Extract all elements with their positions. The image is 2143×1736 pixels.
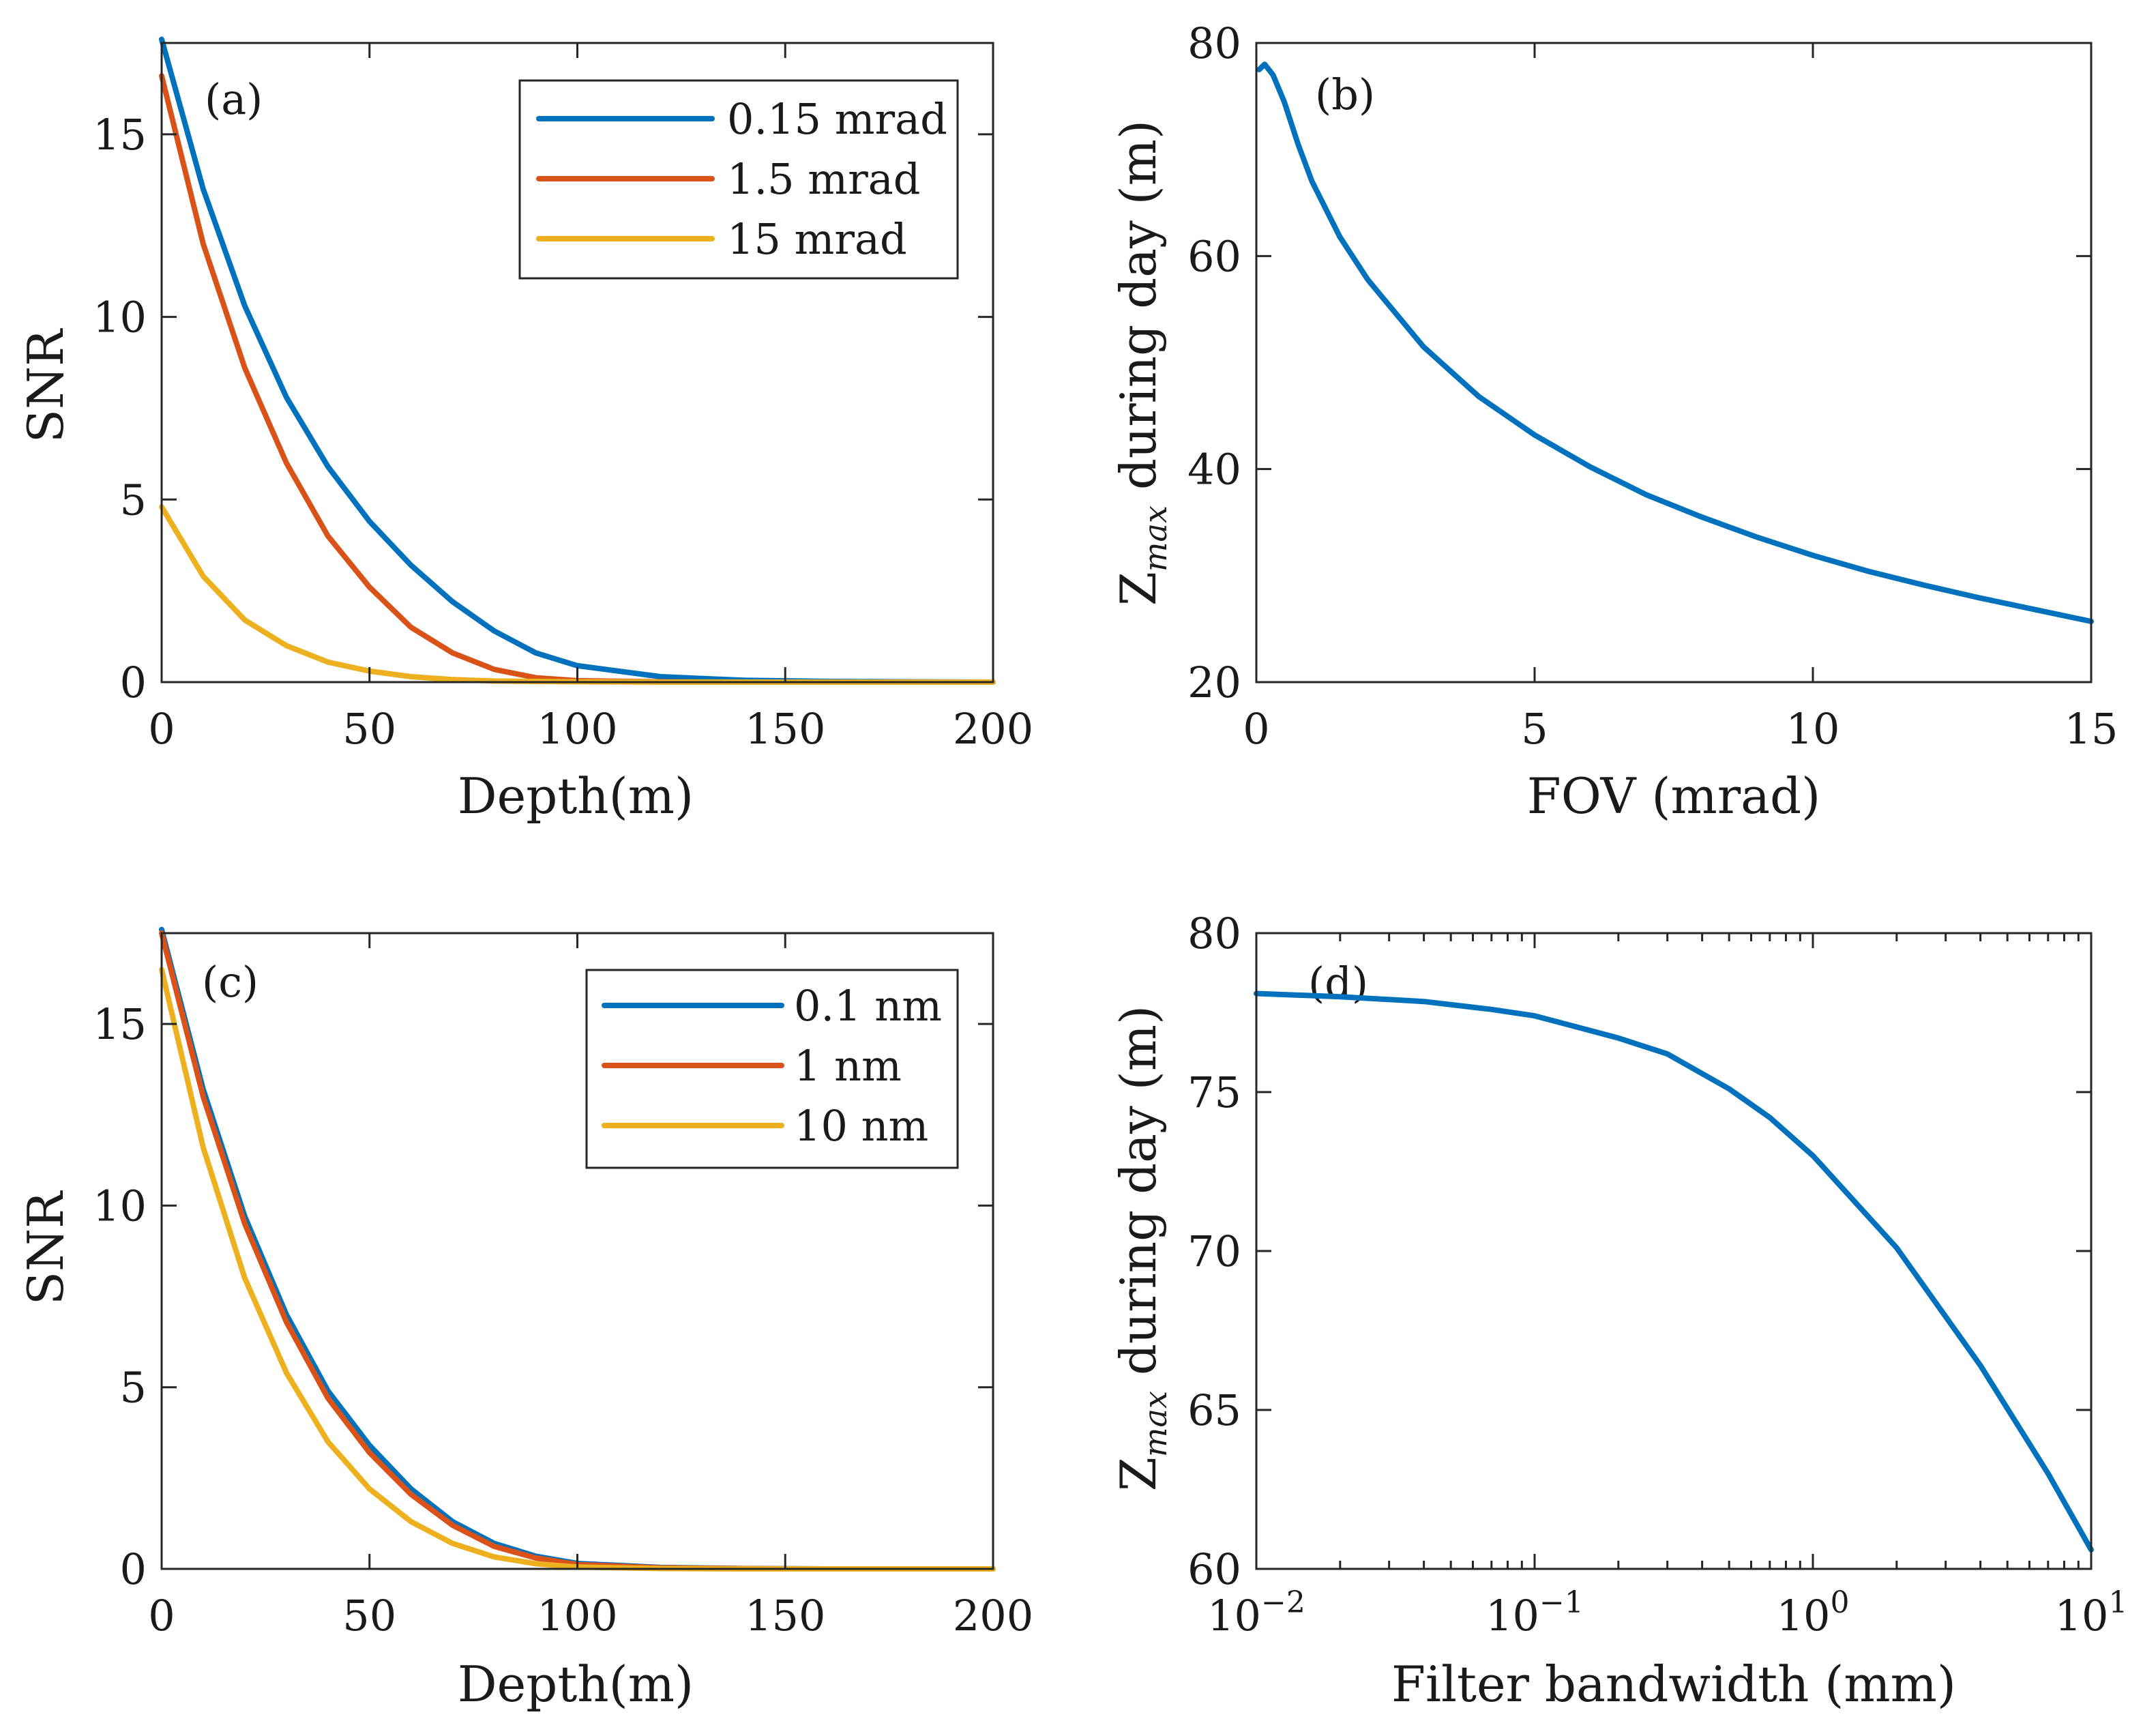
panel-d-ytick-label: 75 (1187, 1068, 1241, 1117)
panel-d-xtick-label: 10−1 (1486, 1585, 1584, 1641)
panel-a-xtick-label: 150 (745, 704, 825, 754)
panel-a-xtick-label: 100 (537, 704, 617, 754)
panel-d-ylabel: Zmax during day (m) (1110, 1005, 1174, 1491)
panel-b-xtick-label: 15 (2065, 704, 2118, 754)
panel-d-xlabel: Filter bandwidth (mm) (1391, 1656, 1956, 1713)
panel-d-xtick-label: 100 (1777, 1585, 1850, 1641)
legend-label-15mrad-wide: 15 mrad (727, 214, 907, 264)
legend-label-01-nm: 0.1 nm (794, 981, 942, 1031)
panel-c-ytick-label: 0 (120, 1544, 147, 1594)
panel-a-xtick-label: 200 (953, 704, 1033, 754)
panel-b-xtick-label: 5 (1521, 704, 1548, 754)
panel-b-xtick-label: 10 (1786, 704, 1840, 754)
panel-a-ytick-label: 5 (120, 475, 147, 525)
panel-b-series (1256, 61, 2094, 624)
panel-d-ytick-label: 60 (1187, 1544, 1241, 1594)
panel-b: (b) FOV (mrad) Zmax during day (m) 0 5 10 1… (1110, 18, 2118, 825)
panel-c-xtick-label: 100 (537, 1591, 617, 1641)
panel-a-ytick-label: 10 (93, 293, 147, 342)
panel-a-xtick-label: 50 (342, 704, 396, 754)
legend-label-10-nm: 10 nm (794, 1101, 928, 1151)
panel-c-xtick-label: 0 (148, 1591, 175, 1641)
legend-label-1-nm: 1 nm (794, 1041, 902, 1091)
panel-d-line-zmax-0 (1254, 990, 2094, 1553)
panel-d-ytick-label: 80 (1187, 909, 1241, 958)
panel-c-legend: 0.1 nm 1 nm 10 nm (585, 969, 959, 1169)
panel-c-ytick-label: 5 (120, 1363, 147, 1413)
panel-d-ytick-label: 65 (1187, 1385, 1241, 1435)
panel-b-ylabel: Zmax during day (m) (1110, 120, 1174, 606)
panel-d: (d) Filter bandwidth (mm) Zmax during da… (1110, 909, 2127, 1713)
panel-a-legend: 0.15 mrad 1.5 mrad 15 mrad (518, 79, 959, 280)
panel-b-ytick-label: 20 (1187, 658, 1241, 707)
panel-c-ytick-label: 10 (93, 1181, 147, 1231)
panel-b-line-zmax-0 (1256, 61, 2094, 624)
panel-c-xtick-label: 200 (953, 1591, 1033, 1641)
panel-a-ytick-label: 0 (120, 658, 147, 707)
panel-a-ytick-label: 15 (93, 110, 147, 160)
panel-c-xtick-label: 50 (342, 1591, 396, 1641)
panel-d-xtick-label: 10−2 (1207, 1585, 1305, 1641)
panel-a-line-15-mrad-2 (159, 504, 996, 685)
panel-a-ylabel: SNR (17, 328, 74, 443)
legend-label-015-mrad: 0.15 mrad (727, 94, 947, 144)
panel-a-xtick-label: 0 (148, 704, 175, 754)
panel-b-ytick-label: 60 (1187, 231, 1241, 281)
panel-d-series (1254, 990, 2094, 1553)
panel-a-label: (a) (205, 74, 263, 124)
panel-b-axes-box (1255, 42, 2093, 683)
panel-b-xlabel: FOV (mrad) (1527, 767, 1821, 825)
panel-d-xtick-label: 101 (2055, 1585, 2128, 1641)
panel-a: (a) Depth(m) SNR 0.15 mrad 1.5 mrad 15 m… (17, 36, 1033, 825)
panel-b-label: (b) (1315, 70, 1375, 119)
panel-c: (c) Depth(m) SNR 0.1 nm 1 nm 10 nm 0 50 10… (17, 926, 1033, 1713)
panel-c-xtick-label: 150 (745, 1591, 825, 1641)
panel-d-axes-box (1255, 932, 2093, 1570)
panel-c-ytick-label: 15 (93, 999, 147, 1049)
panel-c-label: (c) (202, 957, 258, 1007)
panel-b-ytick-label: 80 (1187, 18, 1241, 68)
legend-label-15-mrad: 1.5 mrad (727, 154, 920, 204)
panel-a-xlabel: Depth(m) (458, 767, 694, 825)
panel-b-xtick-label: 0 (1243, 704, 1269, 754)
panel-c-xlabel: Depth(m) (458, 1656, 694, 1713)
panel-b-ytick-label: 40 (1187, 445, 1241, 495)
panel-c-ylabel: SNR (17, 1190, 74, 1305)
panel-d-ytick-label: 70 (1187, 1226, 1241, 1276)
